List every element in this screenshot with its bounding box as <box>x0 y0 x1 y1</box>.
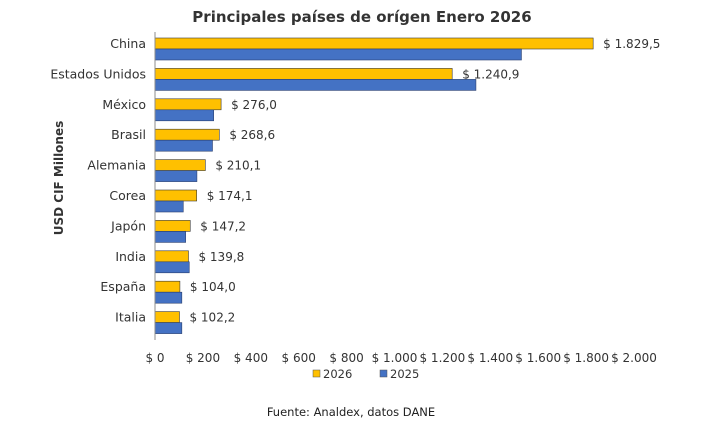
y-axis-title: USD CIF Millones <box>52 121 66 236</box>
legend-swatch-2026 <box>312 369 321 378</box>
data-label-2026-mexico: $ 276,0 <box>231 98 277 112</box>
x-tick-label: $ 600 <box>282 351 316 365</box>
bar-2026-corea <box>154 189 197 202</box>
x-tick-label: $ 200 <box>186 351 220 365</box>
bar-2026-india <box>154 250 189 263</box>
bar-2026-china <box>154 37 594 50</box>
x-tick-label: $ 1.000 <box>372 351 418 365</box>
data-label-2026-brasil: $ 268,6 <box>229 128 275 142</box>
bar-2025-mexico <box>154 109 214 122</box>
data-label-2026-japon: $ 147,2 <box>200 219 246 233</box>
legend: 2026 2025 <box>312 367 419 381</box>
x-tick-label: $ 1.600 <box>515 351 561 365</box>
bar-2025-espana <box>154 291 183 304</box>
category-label-italia: Italia <box>115 310 146 325</box>
x-tick-label: $ 800 <box>329 351 363 365</box>
bar-2025-italia <box>154 322 183 334</box>
category-label-india: India <box>115 249 146 264</box>
category-label-mexico: México <box>102 97 146 112</box>
bar-2026-japon <box>154 220 191 232</box>
x-tick-label: $ 2.000 <box>611 351 657 365</box>
x-tick-label: $ 0 <box>145 351 164 365</box>
category-label-alemania: Alemania <box>87 158 146 173</box>
data-label-2026-corea: $ 174,1 <box>207 189 253 203</box>
category-label-japon: Japón <box>110 218 146 233</box>
category-label-corea: Corea <box>109 188 146 203</box>
bar-2025-estados-unidos <box>154 79 477 91</box>
legend-label-2026: 2026 <box>323 367 352 381</box>
data-label-2026-india: $ 139,8 <box>198 250 244 264</box>
category-label-brasil: Brasil <box>111 127 146 142</box>
bar-2025-china <box>154 48 522 61</box>
plot-area: China $ 1.829,5 Estados Unidos $ 1.240,9 Méx… <box>50 36 660 365</box>
bar-2026-espana <box>154 280 181 293</box>
category-label-estados-unidos: Estados Unidos <box>50 66 146 81</box>
legend-swatch-2025 <box>379 369 388 378</box>
chart-title: Principales países de orígen Enero 2026 <box>192 8 531 26</box>
bar-2025-japon <box>154 231 186 243</box>
x-tick-label: $ 1.200 <box>419 351 465 365</box>
bar-2026-mexico <box>154 98 222 111</box>
bar-2025-corea <box>154 200 184 213</box>
bar-2026-estados-unidos <box>154 68 453 80</box>
x-tick-label: $ 1.800 <box>563 351 609 365</box>
data-label-2026-china: $ 1.829,5 <box>603 37 660 51</box>
bar-2026-alemania <box>154 159 206 171</box>
bar-2025-alemania <box>154 170 198 182</box>
category-label-espana: España <box>100 279 146 294</box>
bar-2025-india <box>154 261 190 274</box>
legend-label-2025: 2025 <box>390 367 419 381</box>
data-label-2026-espana: $ 104,0 <box>190 280 236 294</box>
bar-2026-italia <box>154 311 180 323</box>
bar-2026-brasil <box>154 128 220 141</box>
data-label-2026-italia: $ 102,2 <box>189 311 235 325</box>
bar-2025-brasil <box>154 139 213 152</box>
data-label-2026-alemania: $ 210,1 <box>215 159 261 173</box>
x-tick-label: $ 400 <box>234 351 268 365</box>
data-label-2026-estados-unidos: $ 1.240,9 <box>462 67 519 81</box>
source-note: Fuente: Analdex, datos DANE <box>267 405 435 419</box>
x-tick-label: $ 1.400 <box>467 351 513 365</box>
category-label-china: China <box>110 36 146 51</box>
